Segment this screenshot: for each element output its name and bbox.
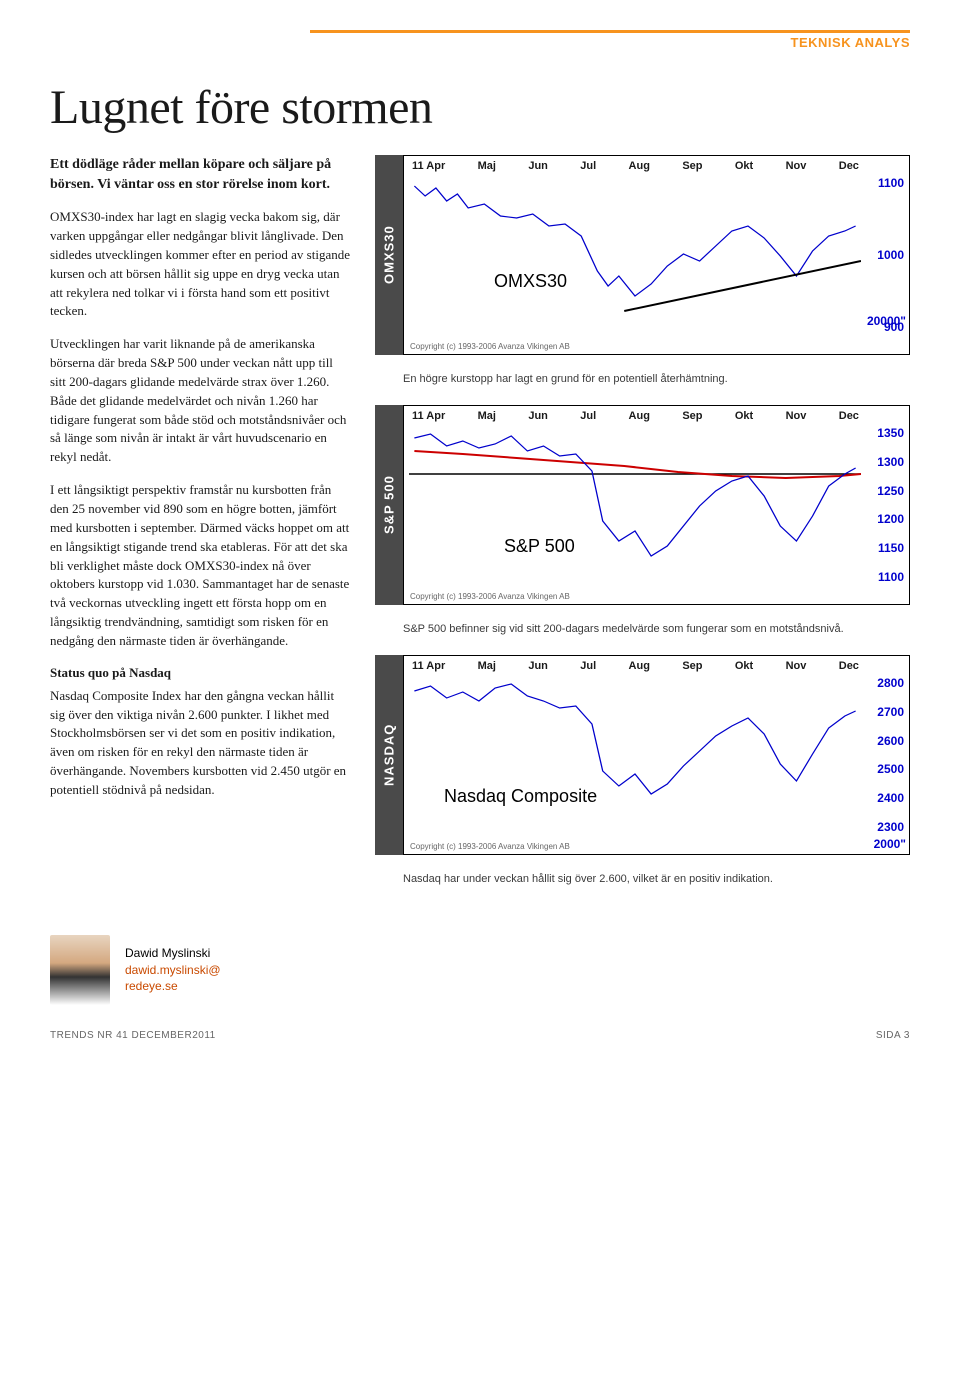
extra-scale-label: 20000" [867, 314, 906, 328]
y-tick-label: 1200 [877, 512, 904, 526]
paragraph: I ett långsiktigt perspektiv framstår nu… [50, 481, 350, 651]
y-tick-label: 2500 [877, 762, 904, 776]
paragraph: OMXS30-index har lagt en slagig vecka ba… [50, 208, 350, 321]
x-tick-label: Sep [682, 660, 702, 672]
chart-plot [409, 676, 861, 836]
y-tick-label: 1150 [878, 541, 904, 555]
x-tick-label: Okt [735, 660, 753, 672]
chart-vlabel: OMXS30 [375, 155, 403, 355]
x-tick-label: 11 Apr [412, 160, 445, 172]
y-tick-label: 2700 [877, 705, 904, 719]
x-tick-label: Maj [478, 410, 496, 422]
chart-y-axis: 1350 1300 1250 1200 1150 1100 [877, 426, 904, 584]
y-tick-label: 1250 [877, 484, 904, 498]
chart-y-axis: 11001000900 [877, 176, 904, 334]
x-tick-label: Aug [629, 410, 650, 422]
author-block: Dawid Myslinski dawid.myslinski@ redeye.… [50, 935, 910, 1005]
chart-plot [409, 176, 861, 336]
y-tick-label: 2800 [877, 676, 904, 690]
article-body: Ett dödläge råder mellan köpare och sälj… [50, 155, 350, 905]
y-tick-label: 1100 [878, 570, 904, 584]
y-tick-label: 2400 [877, 791, 904, 805]
footer-page: SIDA 3 [876, 1030, 910, 1041]
y-tick-label: 1300 [877, 455, 904, 469]
chart-block-nasdaq: NASDAQ 11 Apr Maj Jun Jul Aug Sep Okt Nov Dec 28… [375, 655, 910, 855]
x-tick-label: Maj [478, 660, 496, 672]
extra-scale-label: 2000" [874, 837, 906, 851]
x-tick-label: Sep [682, 160, 702, 172]
x-tick-label: 11 Apr [412, 660, 445, 672]
y-tick-label: 1350 [877, 426, 904, 440]
chart-vlabel: S&P 500 [375, 405, 403, 605]
x-tick-label: Dec [839, 160, 859, 172]
chart-box: 11 AprMajJunJulAugSepOktNovDec 135013001… [403, 405, 910, 605]
chart-vlabel: NASDAQ [375, 655, 403, 855]
subhead: Status quo på Nasdaq [50, 665, 350, 681]
chart-plot [409, 426, 861, 586]
author-photo [50, 935, 110, 1005]
x-tick-label: Jun [528, 410, 548, 422]
x-tick-label: Jul [580, 410, 596, 422]
chart-box: 11 AprMajJunJulAugSepOktNovDec 110010009… [403, 155, 910, 355]
x-tick-label: Sep [682, 410, 702, 422]
x-tick-label: Okt [735, 160, 753, 172]
x-tick-label: Nov [786, 660, 807, 672]
x-tick-label: Aug [629, 660, 650, 672]
author-name: Dawid Myslinski [125, 945, 221, 962]
footer-issue: TRENDS NR 41 DECEMBER2011 [50, 1030, 216, 1041]
chart-x-axis: 11 Apr Maj Jun Jul Aug Sep Okt Nov Dec [412, 160, 859, 172]
chart-x-axis: 11 Apr Maj Jun Jul Aug Sep Okt Nov Dec [412, 660, 859, 672]
chart-box: 11 AprMajJunJulAugSepOktNovDec 280027002… [403, 655, 910, 855]
orange-rule [310, 30, 910, 33]
chart-caption: S&P 500 befinner sig vid sitt 200-dagars… [403, 623, 910, 635]
x-tick-label: Jun [528, 660, 548, 672]
x-tick-label: 11 Apr [412, 410, 445, 422]
chart-y-axis: 2800 2700 2600 2500 2400 2300 [877, 676, 904, 834]
y-tick-label: 2600 [877, 734, 904, 748]
lead: Ett dödläge råder mellan köpare och sälj… [50, 155, 350, 194]
chart-block-omxs30: OMXS30 11 Apr Maj Jun Jul Aug Sep Okt Nov Dec 11… [375, 155, 910, 355]
chart-copyright: Copyright (c) 1993-2006 Avanza Vikingen … [410, 342, 570, 351]
x-tick-label: Jul [580, 160, 596, 172]
page-footer: TRENDS NR 41 DECEMBER2011 SIDA 3 [50, 1030, 910, 1041]
y-tick-label: 1000 [877, 248, 904, 262]
chart-x-axis: 11 Apr Maj Jun Jul Aug Sep Okt Nov Dec [412, 410, 859, 422]
x-tick-label: Maj [478, 160, 496, 172]
headline: Lugnet före stormen [50, 80, 910, 135]
charts-column: OMXS30 11 Apr Maj Jun Jul Aug Sep Okt Nov Dec 11… [375, 155, 910, 905]
chart-caption: En högre kurstopp har lagt en grund för … [403, 373, 910, 385]
x-tick-label: Nov [786, 410, 807, 422]
x-tick-label: Dec [839, 660, 859, 672]
chart-copyright: Copyright (c) 1993-2006 Avanza Vikingen … [410, 842, 570, 851]
x-tick-label: Nov [786, 160, 807, 172]
y-tick-label: 1100 [878, 176, 904, 190]
chart-caption: Nasdaq har under veckan hållit sig över … [403, 873, 910, 885]
section-tag: TEKNISK ANALYS [50, 35, 910, 50]
paragraph: Utvecklingen har varit liknande på de am… [50, 335, 350, 467]
x-tick-label: Jun [528, 160, 548, 172]
author-email: dawid.myslinski@ redeye.se [125, 962, 221, 996]
x-tick-label: Jul [580, 660, 596, 672]
y-tick-label: 2300 [877, 820, 904, 834]
x-tick-label: Aug [629, 160, 650, 172]
paragraph: Nasdaq Composite Index har den gångna ve… [50, 687, 350, 800]
chart-block-sp500: S&P 500 11 Apr Maj Jun Jul Aug Sep Okt Nov Dec 1… [375, 405, 910, 605]
chart-copyright: Copyright (c) 1993-2006 Avanza Vikingen … [410, 592, 570, 601]
x-tick-label: Dec [839, 410, 859, 422]
x-tick-label: Okt [735, 410, 753, 422]
